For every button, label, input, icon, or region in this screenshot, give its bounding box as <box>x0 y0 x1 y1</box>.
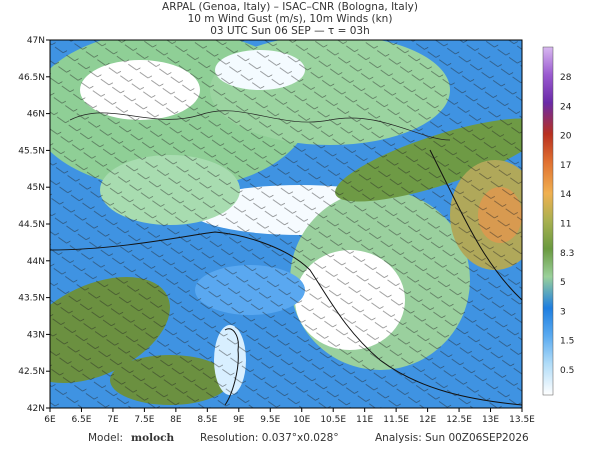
lat-label: 45N <box>27 183 45 193</box>
title-line: 03 UTC Sun 06 SEP — τ = 03h <box>210 25 369 37</box>
colorbar-label: 24 <box>560 102 572 112</box>
lon-label: 7E <box>107 415 119 425</box>
lat-label: 42N <box>27 404 45 414</box>
lat-label: 47N <box>27 36 45 46</box>
lat-label: 43.5N <box>18 294 45 304</box>
title-line: ARPAL (Genoa, Italy) – ISAC–CNR (Bologna… <box>162 1 418 13</box>
title-line: 10 m Wind Gust (m/s), 10m Winds (kn) <box>188 13 393 25</box>
lat-label: 46.5N <box>18 73 45 83</box>
lon-label: 11E <box>356 415 373 425</box>
lon-label: 12E <box>419 415 436 425</box>
lon-label: 9.5E <box>260 415 280 425</box>
lat-label: 44N <box>27 257 45 267</box>
lon-label: 13E <box>482 415 499 425</box>
lat-label: 44.5N <box>18 220 45 230</box>
colorbar-label: 3 <box>560 307 566 317</box>
colorbar-label: 28 <box>560 73 572 83</box>
lon-label: 9E <box>233 415 245 425</box>
colorbar-label: 20 <box>560 132 572 142</box>
lon-label: 13.5E <box>509 415 535 425</box>
colorbar-label: 14 <box>560 190 572 200</box>
lon-label: 8E <box>170 415 182 425</box>
lon-label: 10.5E <box>320 415 346 425</box>
colorbar-label: 17 <box>560 161 571 171</box>
lon-label: 8.5E <box>197 415 217 425</box>
footer-text: Model: <box>88 432 123 444</box>
colorbar-label: 5 <box>560 278 566 288</box>
lat-label: 45.5N <box>18 146 45 156</box>
colorbar-label: 11 <box>560 220 571 230</box>
lat-label: 46N <box>27 110 45 120</box>
footer-text: moloch <box>131 432 174 444</box>
colorbar-label: 8.3 <box>560 249 574 259</box>
footer-text: Analysis: Sun 00Z06SEP2026 <box>375 432 529 444</box>
colorbar-label: 0.5 <box>560 366 574 376</box>
colorbar-label: 1.5 <box>560 337 574 347</box>
lon-label: 12.5E <box>446 415 472 425</box>
lon-label: 6E <box>44 415 56 425</box>
lat-label: 43N <box>27 330 45 340</box>
lat-label: 42.5N <box>18 367 45 377</box>
lon-label: 10E <box>293 415 310 425</box>
lon-label: 11.5E <box>383 415 409 425</box>
footer-text: Resolution: 0.037°x0.028° <box>200 432 339 444</box>
lon-label: 7.5E <box>134 415 154 425</box>
lon-label: 6.5E <box>71 415 91 425</box>
map-field <box>50 40 522 408</box>
colorbar <box>542 46 554 396</box>
